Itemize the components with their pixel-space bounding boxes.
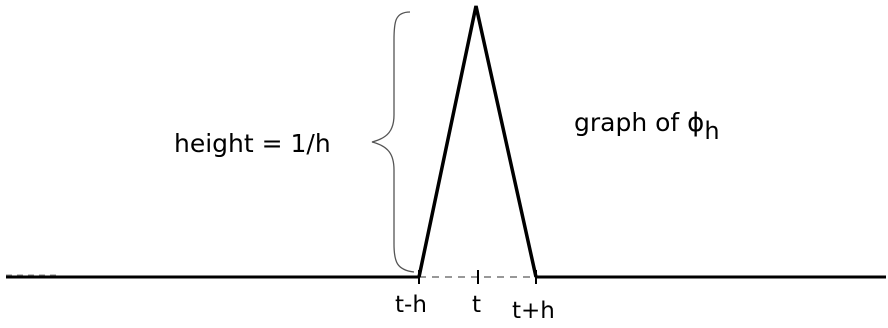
tent-function-curve bbox=[417, 5, 538, 278]
phi-subscript: h bbox=[704, 117, 719, 145]
graph-label-prefix: graph of bbox=[574, 108, 687, 137]
graph-label: graph of ϕh bbox=[574, 108, 720, 145]
height-brace bbox=[371, 11, 415, 273]
label-t-plus-h: t+h bbox=[512, 298, 555, 324]
label-t-minus-h: t-h bbox=[395, 292, 427, 318]
height-label: height = 1/h bbox=[174, 129, 331, 158]
phi-symbol: ϕ bbox=[687, 108, 704, 138]
label-t: t bbox=[472, 292, 481, 318]
